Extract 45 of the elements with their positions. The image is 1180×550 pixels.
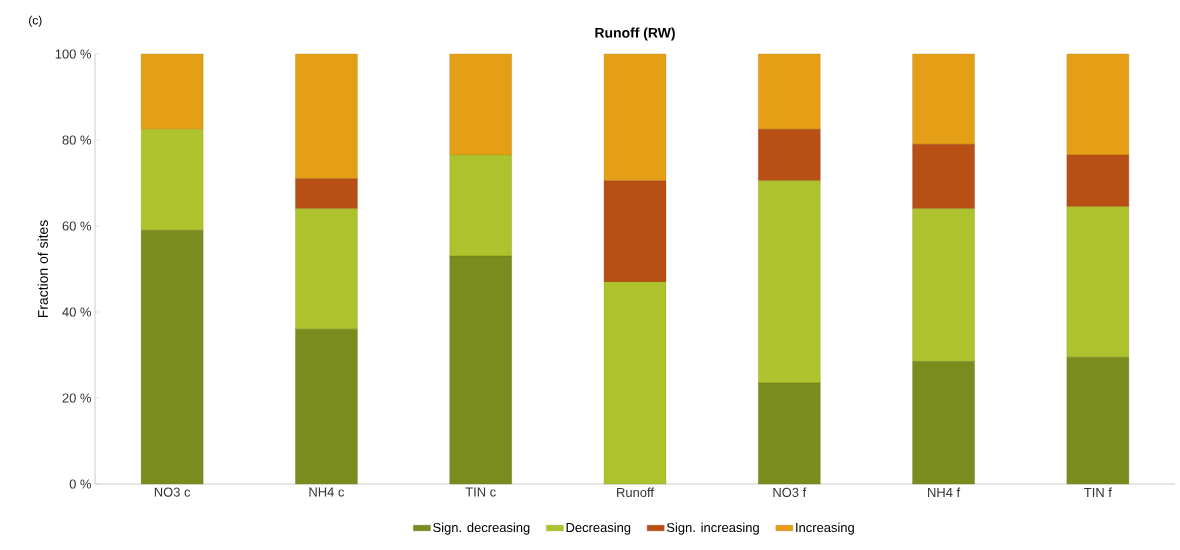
bar [1066,206,1129,358]
bar [1066,357,1129,485]
bar [758,180,821,384]
bar [603,180,667,283]
legend-label: Sign. decreasing [433,522,530,535]
bar [912,53,975,145]
legend-label: Increasing [796,522,854,535]
x-tick-label: NH4 c [309,487,345,497]
bar [758,382,821,485]
y-axis-title: Fraction of sites [37,220,48,318]
bar [295,208,358,330]
x-tick-label: TIN c [465,487,496,497]
bar [603,53,667,181]
bar [912,361,975,485]
bar [449,53,512,156]
bar [140,53,204,130]
text: (c) [29,15,42,27]
bar [1066,154,1129,207]
bar [758,53,821,130]
x-tick-label: NO3 f [773,487,807,498]
bar [295,178,358,209]
y-tick-label: 60 % [62,221,92,231]
x-tick-label: TIN f [1084,487,1112,497]
bar [295,329,358,485]
x-tick-label: Runoff [617,487,654,498]
y-tick-label: 20 % [62,393,92,403]
x-tick-label: NH4 f [928,487,961,497]
bar [1066,53,1129,156]
y-tick-label: 100 % [55,49,92,59]
bar [449,154,512,257]
bar [912,208,975,362]
y-tick-label: 40 % [62,307,92,317]
bar [295,53,358,179]
y-tick-label: 0 % [69,479,92,489]
bar [758,129,821,181]
bar [449,255,512,485]
bar [140,129,204,231]
bar [140,230,204,485]
bar [912,144,975,209]
legend-label: Sign. increasing [666,522,759,535]
x-tick-label: NO3 c [154,487,191,497]
chart-title: Runoff (RW) [595,27,675,41]
bar [603,281,667,485]
legend-label: Decreasing [566,522,631,535]
y-tick-label: 80 % [62,135,92,145]
